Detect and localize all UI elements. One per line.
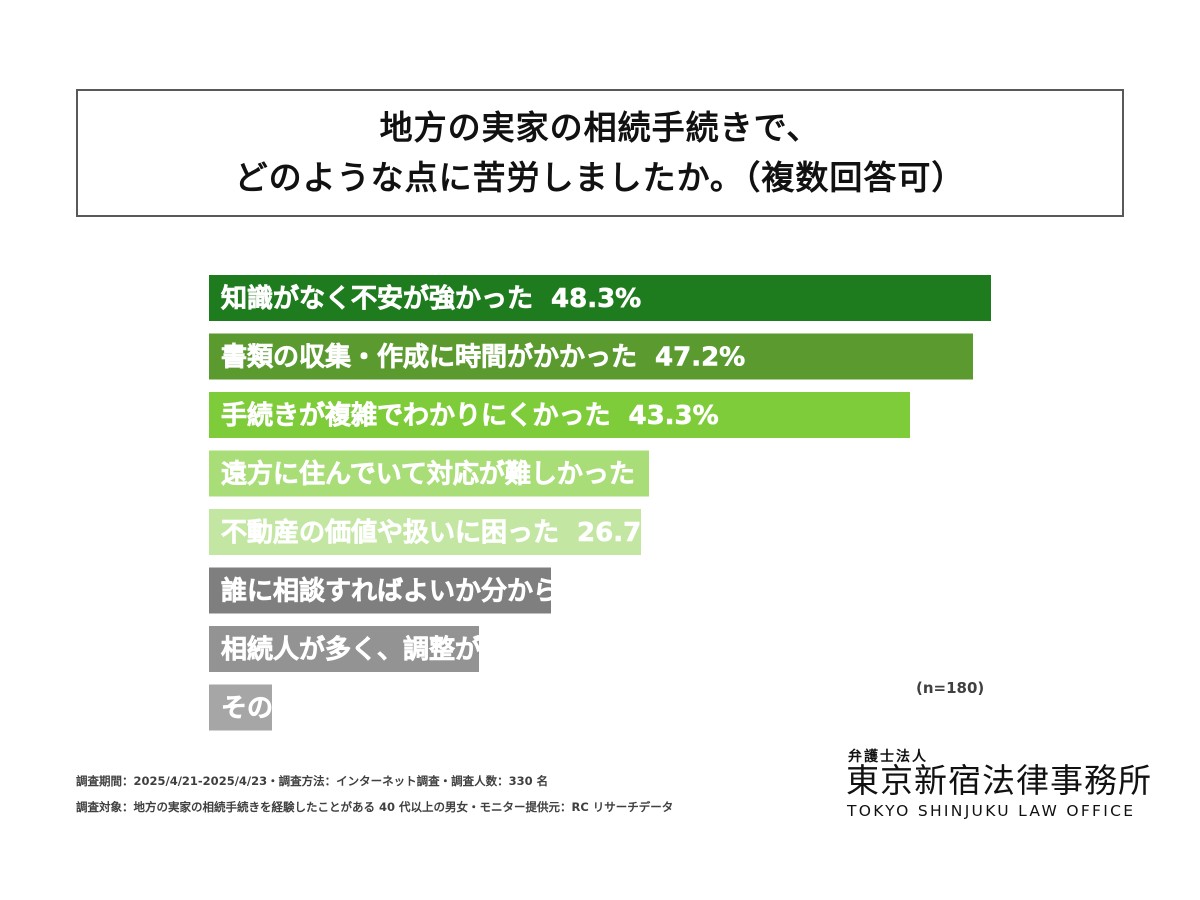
category-label: その他 xyxy=(221,694,299,724)
bar-group: 遠方に住んでいて対応が難しかった 27.2% xyxy=(209,450,743,497)
bar xyxy=(209,626,479,672)
bar-group: 不動産の価値や扱いに困った 26.7% xyxy=(209,509,668,555)
category-label: 誰に相談すればよいか分からなかった xyxy=(221,576,663,607)
bar xyxy=(209,392,910,438)
value-label: 26.7% xyxy=(577,518,667,548)
law-office-logo: 弁護士法人 東京新宿法律事務所 TOKYO SHINJUKU LAW OFFIC… xyxy=(846,746,1151,822)
value-label: 21.1% xyxy=(681,577,771,607)
bar xyxy=(209,509,641,555)
logo-name: 東京新宿法律事務所 xyxy=(846,761,1152,800)
bar-label: 不動産の価値や扱いに困った 26.7% xyxy=(221,517,667,548)
bar xyxy=(209,333,973,380)
bar-label: 手続きが複雑でわかりにくかった 43.3% xyxy=(221,400,719,431)
title-box: 地方の実家の相続手続きで、 どのような点に苦労しましたか。（複数回答可） xyxy=(76,89,1124,217)
bar xyxy=(209,275,991,321)
category-label: 遠方に住んでいて対応が難しかった xyxy=(221,459,635,490)
title-line-2: どのような点に苦労しましたか。（複数回答可） xyxy=(234,158,966,197)
bar xyxy=(209,567,551,614)
category-label: 書類の収集・作成に時間がかかった xyxy=(221,342,637,373)
logo-subtitle: 弁護士法人 xyxy=(848,749,928,765)
bar-label: 知識がなく不安が強かった 48.3% xyxy=(221,283,641,314)
bar-group: 誰に相談すればよいか分からなかった 21.1% xyxy=(209,567,772,614)
bar xyxy=(209,684,272,731)
category-label: 不動産の価値や扱いに困った xyxy=(221,517,559,548)
bar-label: 誰に相談すればよいか分からなかった 21.1% xyxy=(221,576,771,607)
bar-group: 相続人が多く、調整が大変だった 16.7% xyxy=(209,626,720,672)
bar-group: 書類の収集・作成に時間がかかった 47.2% xyxy=(209,333,973,380)
sample-size-note: (n=180) xyxy=(916,679,985,697)
value-label: 48.3% xyxy=(551,284,641,314)
value-label: 27.2% xyxy=(653,460,743,490)
value-label: 47.2% xyxy=(655,343,745,373)
logo-english-name: TOKYO SHINJUKU LAW OFFICE xyxy=(847,802,1136,820)
bar-label: 書類の収集・作成に時間がかかった 47.2% xyxy=(221,342,745,373)
value-label: 3.9% xyxy=(317,694,389,724)
bar-label: その他 3.9% xyxy=(221,694,389,724)
bar-group: 手続きが複雑でわかりにくかった 43.3% xyxy=(209,392,910,438)
value-label: 16.7% xyxy=(629,635,719,665)
bar-group: 知識がなく不安が強かった 48.3% xyxy=(209,275,991,321)
bar-label: 遠方に住んでいて対応が難しかった 27.2% xyxy=(221,459,743,490)
footnote-survey-method: 調査期間：2025/4/21-2025/4/23・調査方法：インターネット調査・… xyxy=(76,774,549,788)
category-label: 手続きが複雑でわかりにくかった xyxy=(221,400,610,431)
footnote-survey-target: 調査対象：地方の実家の相続手続きを経験したことがある 40 代以上の男女・モニタ… xyxy=(76,800,674,814)
bar-label: 相続人が多く、調整が大変だった 16.7% xyxy=(221,634,719,665)
title-line-1: 地方の実家の相続手続きで、 xyxy=(379,108,821,147)
category-label: 知識がなく不安が強かった xyxy=(221,283,533,314)
bar xyxy=(209,450,649,497)
category-label: 相続人が多く、調整が大変だった xyxy=(221,634,611,665)
bar-group: その他 3.9% xyxy=(209,684,389,731)
value-label: 43.3% xyxy=(628,401,718,431)
